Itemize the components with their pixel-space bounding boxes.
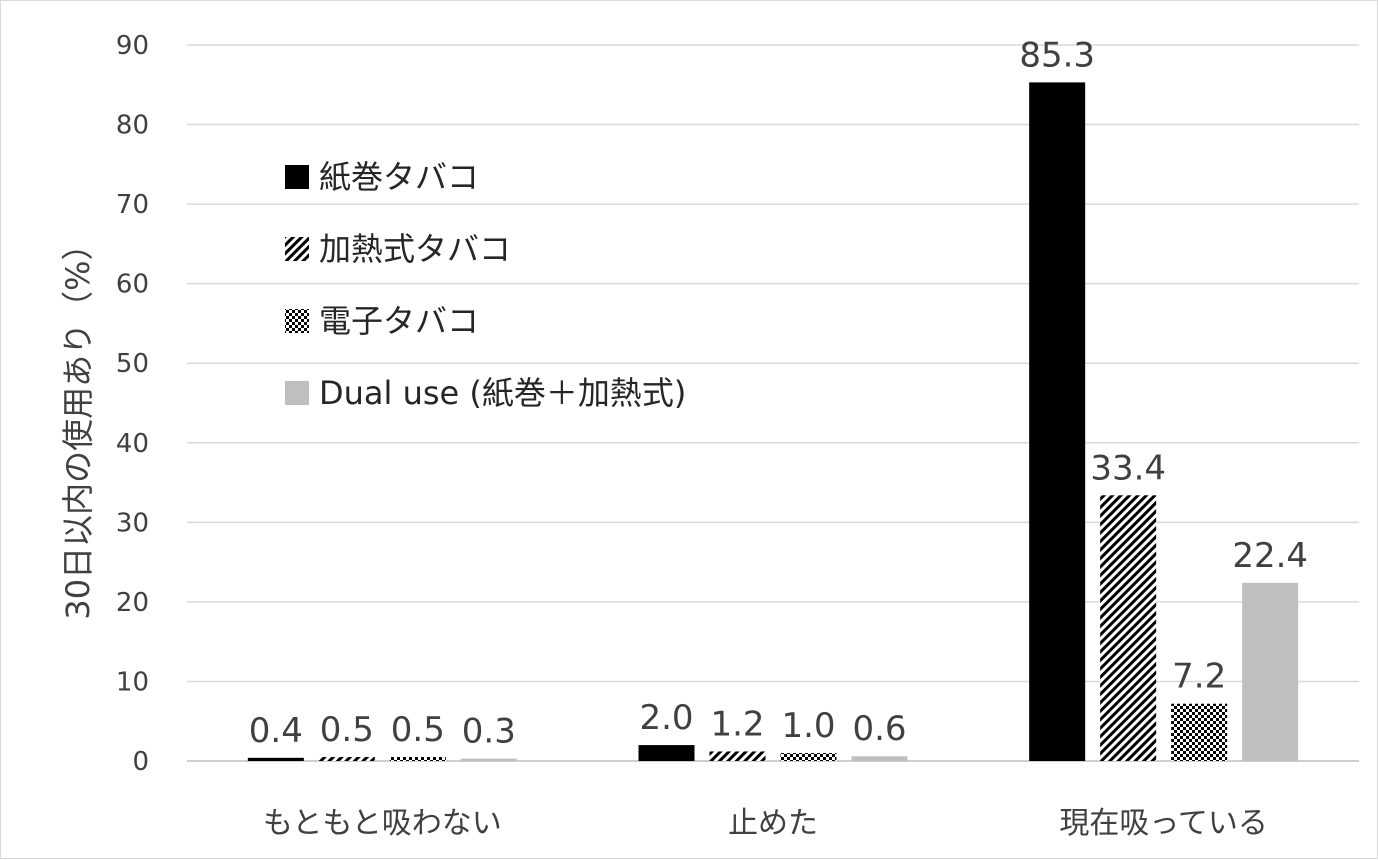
y-tick-label: 70: [116, 190, 149, 220]
legend-swatch-2: [285, 309, 309, 333]
data-label: 85.3: [1019, 35, 1095, 75]
y-tick-label: 60: [116, 270, 149, 300]
bar-series-0-cat-2: [1029, 82, 1086, 761]
bar-series-2-cat-2: [1171, 703, 1228, 761]
x-category-label: 現在吸っている: [1059, 806, 1268, 841]
x-category-label: もともと吸わない: [263, 806, 502, 841]
legend-label-1: 加熱式タバコ: [319, 230, 511, 268]
data-label: 2.0: [639, 698, 693, 738]
legend-label-0: 紙巻タバコ: [319, 158, 479, 196]
legend-swatch-0: [285, 165, 309, 189]
data-label: 22.4: [1232, 536, 1308, 576]
bar-series-0-cat-1: [638, 745, 695, 761]
legend-swatch-1: [285, 237, 309, 261]
y-tick-label: 0: [132, 747, 149, 777]
data-label: 1.2: [710, 704, 764, 744]
y-axis-ticks: 0 10 20 30 40 50 60 70 80 90: [116, 31, 149, 777]
bar-series-0-cat-0: [247, 757, 304, 761]
y-axis-title: 30日以内の使用あり（%）: [59, 228, 97, 619]
x-category-label: 止めた: [728, 806, 818, 841]
bar-series-2-cat-1: [780, 753, 837, 761]
legend-label-2: 電子タバコ: [319, 302, 479, 340]
bars: [247, 82, 1299, 761]
bar-series-3-cat-0: [460, 758, 517, 761]
y-tick-label: 20: [116, 588, 149, 618]
bar-series-1-cat-0: [318, 757, 375, 761]
data-label: 0.5: [320, 710, 374, 750]
grid-layer: [187, 44, 1359, 762]
y-tick-label: 40: [116, 429, 149, 459]
bar-series-3-cat-1: [851, 756, 908, 761]
data-label: 0.3: [462, 712, 516, 752]
y-tick-label: 30: [116, 508, 149, 538]
data-label: 33.4: [1090, 448, 1166, 488]
bar-series-1-cat-1: [709, 751, 766, 761]
bar-series-2-cat-0: [389, 757, 446, 761]
bar-series-1-cat-2: [1100, 495, 1157, 761]
x-axis-categories: もともと吸わない 止めた 現在吸っている: [263, 806, 1268, 841]
bar-series-3-cat-2: [1242, 582, 1299, 761]
y-tick-label: 50: [116, 349, 149, 379]
data-label: 0.5: [391, 710, 445, 750]
data-labels: 0.4 0.5 0.5 0.3 2.0 1.2 1.0 0.6 85.3 33.4 7.2 22.4: [249, 35, 1308, 751]
data-label: 0.6: [852, 709, 906, 749]
y-tick-label: 80: [116, 111, 149, 141]
data-label: 7.2: [1172, 657, 1226, 697]
legend-swatch-3: [285, 381, 309, 405]
data-label: 0.4: [249, 711, 303, 751]
y-tick-label: 90: [116, 31, 149, 61]
legend-label-3: Dual use (紙巻＋加熱式): [319, 374, 686, 412]
data-label: 1.0: [781, 706, 835, 746]
y-tick-label: 10: [116, 667, 149, 697]
